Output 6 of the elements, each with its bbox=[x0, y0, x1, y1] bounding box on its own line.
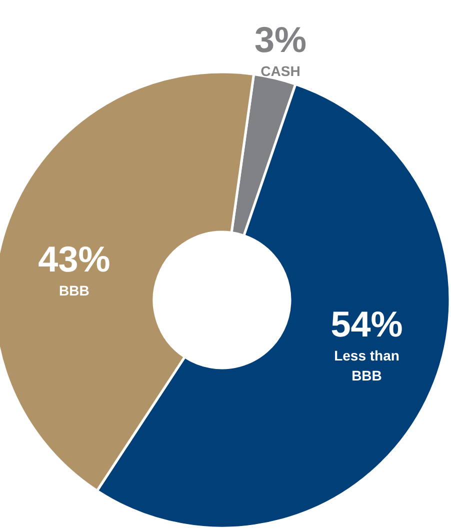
data-label: 54% bbox=[330, 303, 403, 344]
slice-label: BBB bbox=[59, 282, 90, 298]
slice-label: CASH bbox=[260, 62, 300, 79]
data-label: 3% bbox=[254, 18, 307, 60]
slice-label: Less than BBB bbox=[334, 347, 400, 384]
data-label: 43% bbox=[38, 238, 110, 280]
